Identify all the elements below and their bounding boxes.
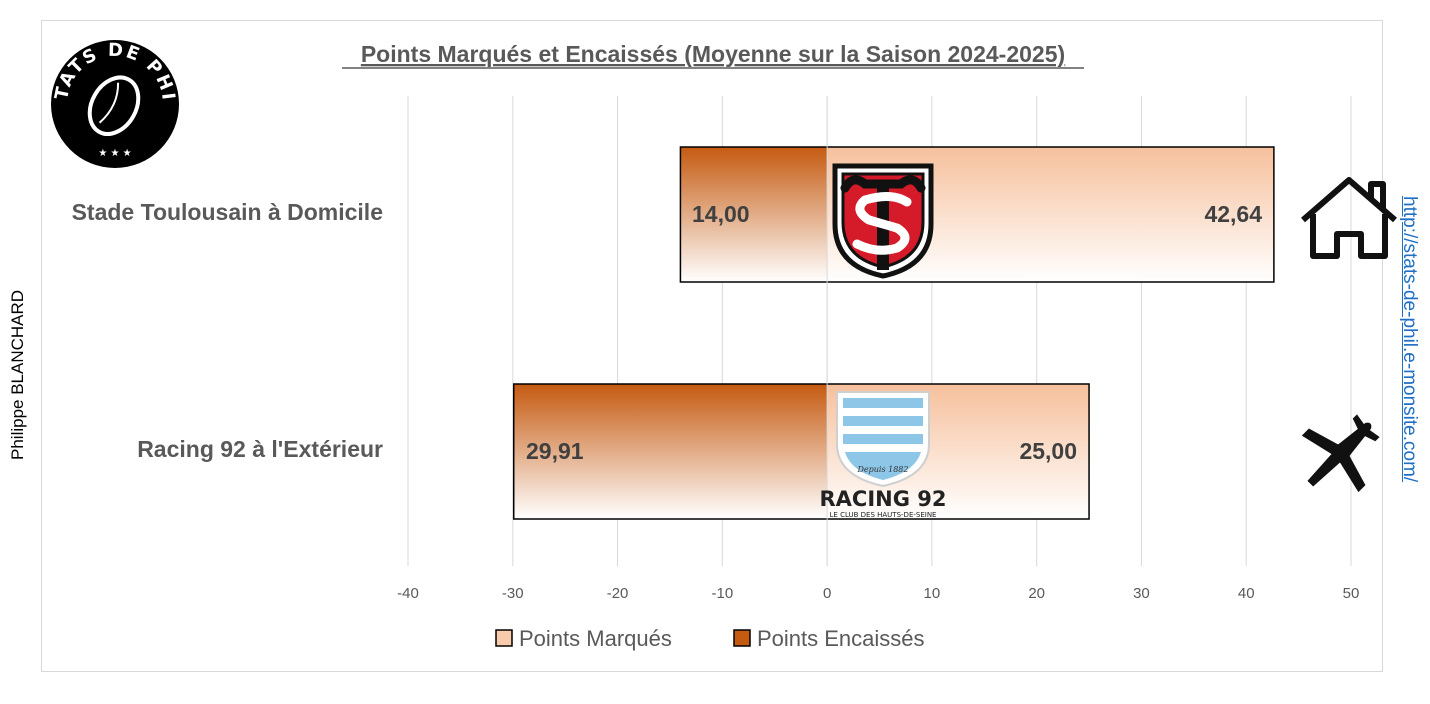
x-tick-label: -40 bbox=[397, 585, 419, 602]
category-label-racing: Racing 92 à l'Extérieur bbox=[137, 436, 383, 462]
legend-label-encaisses: Points Encaissés bbox=[757, 626, 925, 651]
racing-sub-text: Le club des Hauts-de-Seine bbox=[830, 511, 937, 519]
bar-points-encaisses bbox=[680, 147, 828, 282]
racing-name-text: Racing 92 bbox=[820, 487, 947, 511]
data-label-racing-marques: 25,00 bbox=[1019, 438, 1077, 464]
x-axis-ticks: -40 -30 -20 -10 0 10 20 30 40 50 bbox=[397, 585, 1359, 602]
x-tick-label: -10 bbox=[711, 585, 733, 602]
x-tick-label: 20 bbox=[1028, 585, 1045, 602]
bar-outline bbox=[679, 146, 1275, 283]
chart-title: Points Marqués et Encaissés (Moyenne sur… bbox=[361, 41, 1065, 67]
x-tick-label: 30 bbox=[1133, 585, 1150, 602]
x-tick-label: 50 bbox=[1343, 585, 1360, 602]
racing-92-logo: Depuis 1882 Racing 92 Le club des Hauts-… bbox=[820, 391, 947, 519]
bar-outline bbox=[512, 383, 1090, 520]
x-tick-label: 0 bbox=[823, 585, 831, 602]
airplane-icon bbox=[1301, 414, 1380, 493]
x-tick-label: 10 bbox=[924, 585, 941, 602]
legend: Points Marqués Points Encaissés bbox=[495, 626, 925, 651]
legend-swatch-marques bbox=[495, 629, 513, 647]
stade-toulousain-logo bbox=[832, 163, 934, 279]
logo-stars: ★ ★ ★ bbox=[98, 148, 131, 159]
legend-swatch-encaisses bbox=[733, 629, 751, 647]
racing-since-text: Depuis 1882 bbox=[857, 465, 909, 474]
author-label: Philippe BLANCHARD bbox=[8, 289, 27, 460]
stats-de-phil-logo: STATS DE PHIL ★ ★ ★ bbox=[51, 40, 179, 168]
home-icon bbox=[1301, 177, 1397, 259]
data-label-toulouse-encaisses: 14,00 bbox=[692, 201, 750, 227]
x-tick-label: 40 bbox=[1238, 585, 1255, 602]
x-tick-label: -20 bbox=[607, 585, 629, 602]
chart-frame bbox=[41, 20, 1383, 672]
legend-label-marques: Points Marqués bbox=[519, 626, 672, 651]
category-label-toulouse: Stade Toulousain à Domicile bbox=[72, 199, 383, 225]
site-url-link[interactable]: http://stats-de-phil.e-monsite.com/ bbox=[1399, 196, 1420, 483]
x-tick-label: -30 bbox=[502, 585, 524, 602]
data-label-racing-encaisses: 29,91 bbox=[526, 438, 584, 464]
data-label-toulouse-marques: 42,64 bbox=[1204, 201, 1262, 227]
bar-points-encaisses bbox=[513, 384, 828, 519]
